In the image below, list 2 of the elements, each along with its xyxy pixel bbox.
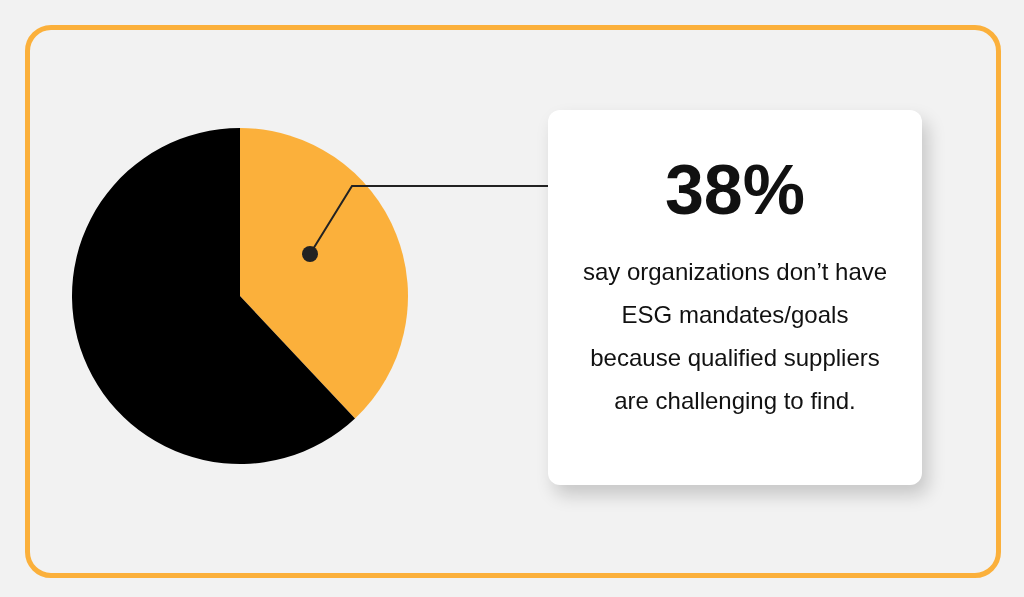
text: 38% — [663, 150, 807, 230]
text: say organizations don’t have ESG mandates/goals because qualified suppliers are challenging to find. — [581, 257, 889, 416]
